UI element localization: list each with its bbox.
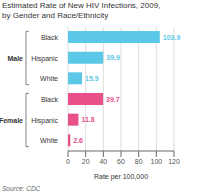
svg-text:Black: Black — [41, 34, 59, 41]
html-text:Estimated Rate of New HIV Infe: Estimated Rate of New HIV Infections, 20… — [2, 1, 161, 10]
svg-text:Male: Male — [8, 55, 23, 62]
svg-text:White: White — [40, 137, 58, 144]
svg-text:60: 60 — [117, 158, 125, 165]
svg-text:Hispanic: Hispanic — [31, 117, 58, 125]
svg-text:Female: Female — [8, 117, 23, 124]
svg-text:Black: Black — [41, 96, 59, 103]
svg-text:11.8: 11.8 — [81, 116, 94, 123]
svg-text:0: 0 — [66, 158, 70, 165]
svg-text:103.9: 103.9 — [163, 34, 181, 41]
svg-text:20: 20 — [82, 158, 90, 165]
svg-text:100: 100 — [150, 158, 162, 165]
svg-text:2.6: 2.6 — [73, 137, 83, 144]
svg-text:80: 80 — [135, 158, 143, 165]
svg-text:120: 120 — [168, 158, 180, 165]
html-text:by Gender and Race/Ethnicity: by Gender and Race/Ethnicity — [2, 11, 109, 20]
svg-text:39.7: 39.7 — [106, 96, 120, 103]
svg-text:Rate per 100,000: Rate per 100,000 — [94, 173, 148, 181]
svg-text:White: White — [40, 75, 58, 82]
svg-text:15.9: 15.9 — [85, 75, 99, 82]
svg-text:40: 40 — [99, 158, 107, 165]
svg-text:39.9: 39.9 — [106, 54, 120, 61]
svg-text:Hispanic: Hispanic — [31, 55, 58, 63]
html-text:Source: CDC: Source: CDC — [2, 185, 41, 192]
